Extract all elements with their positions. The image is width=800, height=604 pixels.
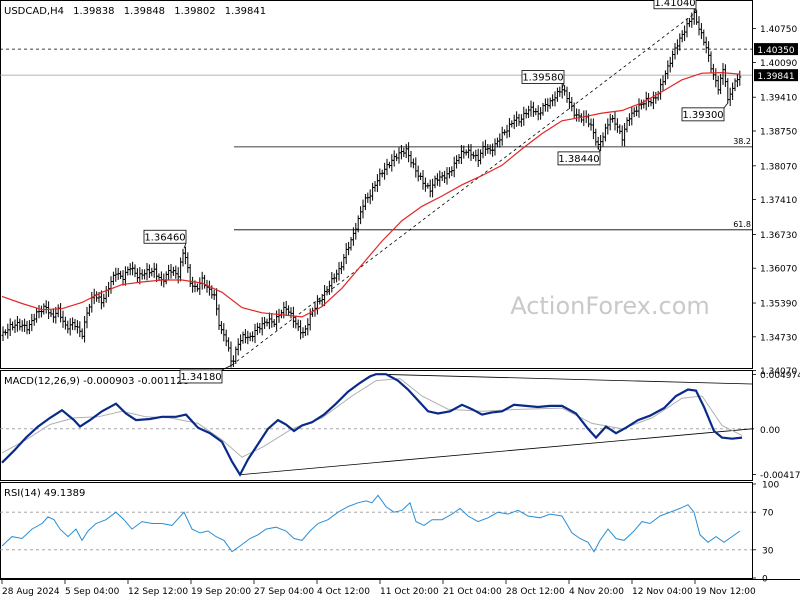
macd-layer (0, 373, 753, 477)
macd-value-label: 0.00 (760, 426, 780, 436)
rsi-axis-label: 30 (762, 546, 774, 556)
last-price-tag (754, 69, 798, 82)
price-axis-label: 1.37410 (760, 196, 797, 206)
price-annotation-box (179, 369, 223, 384)
time-axis-label: 19 Sep 20:00 (191, 587, 251, 597)
moving-average-line (1, 71, 741, 318)
price-header: USDCAD,H4 1.39838 1.39848 1.39802 1.3984… (4, 6, 266, 17)
price-axis-label: 1.40750 (760, 25, 797, 35)
fib-level-label: 38.2 (733, 137, 751, 146)
time-axis-label: 27 Sep 04:00 (254, 587, 314, 597)
macd-value-tag (754, 422, 780, 435)
time-axis-label: 28 Oct 12:00 (506, 587, 565, 597)
price-annotation-connector (693, 8, 697, 14)
price-annotation-label: 1.39300 (682, 110, 723, 121)
macd-title: MACD(12,26,9) -0.000903 -0.001126 (4, 376, 189, 387)
price-axis-label: 1.34070 (760, 367, 797, 377)
macd-line (1, 373, 743, 477)
rsi-axis-label: 70 (762, 509, 774, 519)
price-annotation-box (681, 107, 725, 122)
time-axis-label: 4 Nov 20:00 (569, 587, 624, 597)
price-annotation-label: 1.36460 (144, 232, 185, 243)
price-layer: 38.2 61.8 1.36460 1.34180 1.39580 1.38440 1.41… (0, 0, 752, 384)
rsi-layer (0, 494, 752, 553)
rsi-axis-label: 100 (762, 481, 779, 491)
time-axis-label: 19 Nov 12:00 (695, 587, 756, 597)
time-axis-label: 4 Oct 12:00 (317, 587, 370, 597)
price-annotation-label: 1.38440 (558, 154, 599, 165)
price-annotation-connector (183, 243, 187, 249)
rsi-axis-label: 0 (762, 575, 768, 585)
open-value: 1.39838 (73, 6, 114, 17)
price-annotation-box (143, 229, 187, 244)
time-axis-label: 11 Oct 20:00 (380, 587, 439, 597)
low-value: 1.39802 (174, 6, 215, 17)
resistance-price-tag (754, 43, 798, 56)
price-annotation-label: 1.39580 (522, 73, 563, 84)
price-axis-label: 1.39410 (760, 94, 797, 104)
price-annotation-connector (597, 146, 601, 153)
high-value: 1.39848 (124, 6, 165, 17)
time-axis-label: 12 Nov 04:00 (632, 587, 693, 597)
price-axis-label: 1.40090 (760, 59, 797, 69)
macd-axis-label: 0.004974 (760, 371, 800, 381)
watermark: ActionForex.com (510, 292, 710, 320)
price-axis-label: 1.36730 (760, 231, 797, 241)
price-axis-label: 1.38070 (760, 162, 797, 172)
price-axis-label: 1.34730 (760, 333, 797, 343)
fib-level-label: 61.8 (733, 220, 751, 229)
rsi-line (1, 494, 741, 553)
rsi-pane-frame (0, 482, 753, 579)
symbol-label: USDCAD,H4 (4, 6, 64, 17)
price-axis-label: 1.36070 (760, 265, 797, 275)
price-annotation-connector (561, 83, 565, 89)
last-price-label: 1.39841 (757, 72, 794, 82)
price-axis-label: 1.35390 (760, 300, 797, 310)
price-axis-label: 1.38750 (760, 128, 797, 138)
price-annotation-box (557, 151, 601, 166)
price-annotation-label: 1.34180 (180, 372, 221, 383)
macd-trend-line (375, 373, 753, 385)
time-axis-label: 12 Sep 12:00 (128, 587, 188, 597)
time-axis-label: 21 Oct 04:00 (443, 587, 502, 597)
rsi-title: RSI(14) 49.1389 (4, 488, 85, 499)
resistance-price-label: 1.40350 (757, 46, 794, 56)
price-pane-frame (0, 0, 753, 369)
close-value: 1.39841 (225, 6, 266, 17)
price-annotation-connector (221, 364, 233, 371)
macd-pane-frame (0, 370, 753, 481)
axis-layer: 1.40750 1.40090 1.39410 1.38750 1.38070 1.374… (1, 25, 800, 597)
price-annotation-connector (723, 102, 729, 109)
macd-trend-line (239, 428, 753, 476)
time-axis-label: 5 Sep 04:00 (65, 587, 120, 597)
price-annotation-box (521, 70, 565, 84)
price-annotation-box (653, 0, 697, 10)
price-annotation-label: 1.41040 (654, 0, 695, 9)
time-axis-label: 28 Aug 2024 (2, 587, 60, 597)
macd-axis-label: -0.004175 (760, 471, 800, 481)
trendline (231, 13, 695, 366)
